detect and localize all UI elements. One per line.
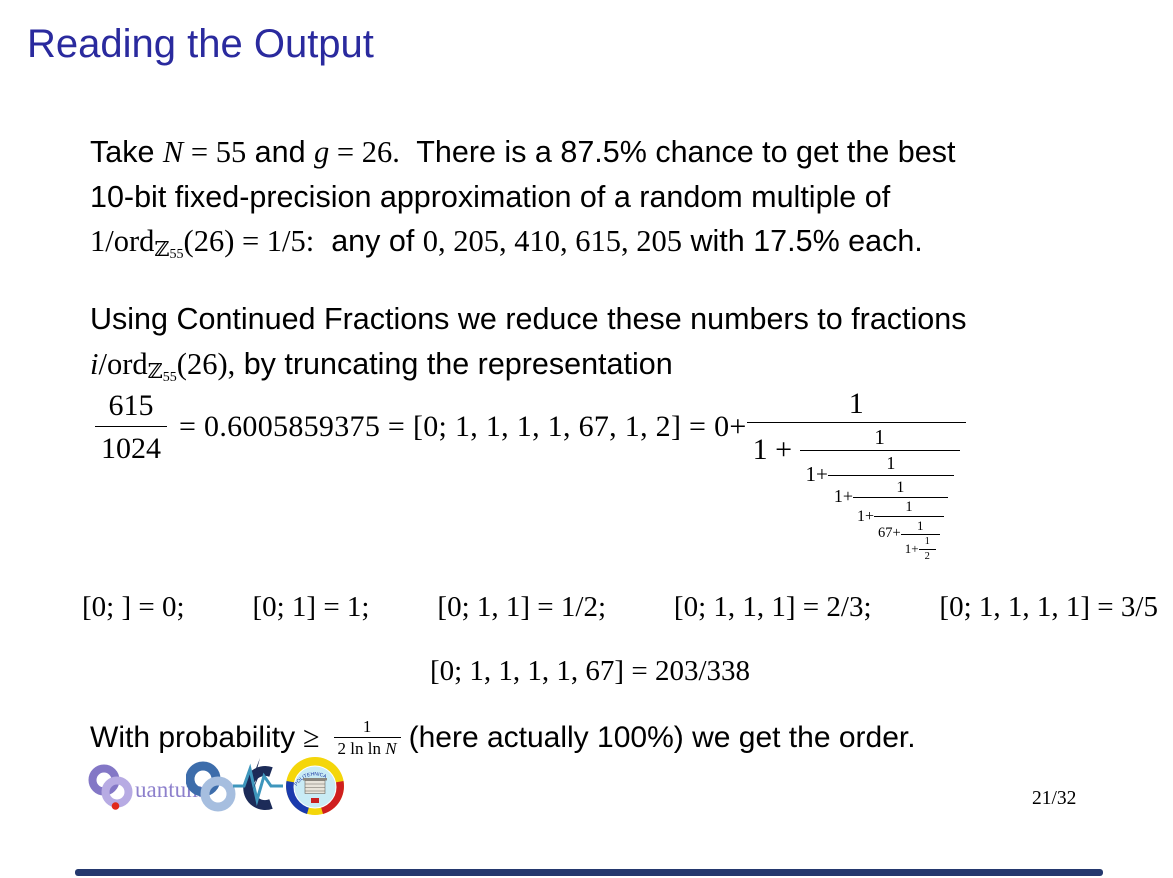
math-var-g: g [314,135,330,169]
paragraph-continued-fractions: Using Continued Fractions we reduce thes… [90,297,1110,392]
text-run: With probability [90,721,296,755]
cf-term: 1+ [857,507,875,525]
cf-term: 1+ [805,462,828,487]
math-run: 1/ord [90,224,155,258]
math-run: = 55 [183,135,247,169]
math-run: 2 ln ln [337,739,386,759]
display-equation: 615 1024 = 0.6005859375 = [0; 1, 1, 1, 1… [95,386,966,563]
cf-term: 1+ [833,485,854,506]
text-line: Take N = 55 and g = 26. There is a 87.5%… [90,130,1110,175]
convergent: [0; 1] = 1; [252,591,370,623]
politehnica-emblem-icon: POLITEHNICA [286,757,344,815]
cf-level-7: 1 2 [918,535,936,564]
fraction-denominator: 2 ln ln N [333,737,401,759]
signal-c-icon [233,758,283,810]
quantum-rings-icon [88,764,133,810]
cf-denominator: 1 + 1 1+ 1 1+ 1 1+ [746,422,966,563]
text-run: by truncating the representation [235,346,673,381]
math-run: = 26. [329,135,400,169]
cf-numerator: 1 [874,425,885,449]
convergents-line: [0; ] = 0; [0; 1] = 1; [0; 1, 1] = 1/2; … [82,591,1158,624]
text-run: There is a 87.5% chance to get the best [399,135,956,169]
geq-symbol: ≥ [303,721,320,755]
cf-numerator: 1 [848,387,864,420]
blue-rings-icon [185,761,236,812]
cf-numerator: 1 [886,453,896,474]
probability-line: With probability ≥ 1 2 ln ln N (here act… [90,717,916,760]
text-run: Take [90,135,163,169]
text-line: 1/ordℤ55(26) = 1/5: any of 0, 205, 410, … [90,219,1110,270]
fraction-615-1024: 615 1024 [95,388,167,467]
text-run: Using Continued Fractions we reduce thes… [90,302,967,336]
text-run: (here actually 100%) we get the order. [408,721,916,755]
text-run: 10-bit fixed-precision approximation of … [90,179,891,214]
equation-middle: = 0.6005859375 = [0; 1, 1, 1, 1, 67, 1, … [179,410,747,443]
cf-denominator: 2 [918,548,936,564]
text-run: any of [314,224,423,258]
cf-term: 67+ [878,525,901,542]
cf-term: 1+ [904,540,919,556]
convergent: [0; 1, 1, 1] = 2/3; [673,591,872,623]
cf-level-5: 1 67+ 1 1+ [874,499,944,563]
math-var-i: i [90,346,99,381]
cf-level-2: 1 1+ 1 1+ 1 1+ [799,425,960,563]
cf-denominator: 1+ 1 1+ 1 1+ 1 [799,450,960,563]
math-var-N: N [162,135,184,169]
math-run: 0, 205, 410, 615, 205 [422,224,683,258]
math-run: (26), [176,346,236,381]
cf-term: 1 + [752,433,800,466]
text-line: Using Continued Fractions we reduce thes… [90,297,1110,342]
text-run: and [246,135,315,169]
blackboard-Z: ℤ [147,359,163,384]
math-run: /ord [98,346,148,381]
text-line: i/ordℤ55(26), by truncating the represen… [90,342,1110,393]
blackboard-Z: ℤ [154,236,170,261]
blue-rings-logo [185,758,236,821]
cf-denominator: 1+ 1 2 [900,533,940,564]
convergent: [0; 1, 1, 1, 1, 67] = 203/338 [429,655,751,687]
quantum-rings-logo [88,760,136,821]
cf-numerator: 1 [896,478,905,496]
math-var-N: N [385,739,397,759]
convergent-centered: [0; 1, 1, 1, 1, 67] = 203/338 [90,655,1090,688]
math-run: (26) = 1/5: [183,224,315,258]
continued-fraction: 1 1 + 1 1+ 1 1+ 1 [746,386,966,563]
cf-numerator: 1 [917,518,924,534]
fraction-numerator: 615 [108,389,154,422]
politehnica-emblem-logo: POLITEHNICA [284,754,346,823]
subscript-55: 55 [169,246,184,263]
convergent: [0; 1, 1] = 1/2; [437,591,606,623]
slide-title: Reading the Output [27,22,374,66]
cf-level-4: 1 1+ 1 67+ 1 [853,478,948,563]
page-number: 21/32 [1032,788,1077,809]
cf-denominator: 1+ 1 1+ 1 67+ [827,474,954,563]
cf-numerator: 1 [924,535,930,547]
cf-level-3: 1 1+ 1 1+ 1 [827,453,954,563]
text-line: 10-bit fixed-precision approximation of … [90,175,1110,220]
cf-numerator: 1 [905,498,913,515]
text-run: with 17.5% each. [682,224,923,258]
convergent: [0; ] = 0; [82,591,185,623]
fraction-numerator: 1 [362,717,372,736]
horizontal-scrollbar-thumb[interactable] [75,869,1103,876]
cf-denominator: 1+ 1 67+ 1 [853,496,948,563]
signal-c-logo [231,756,285,823]
paragraph-setup: Take N = 55 and g = 26. There is a 87.5%… [90,130,1110,270]
fraction-denominator: 1024 [95,426,167,467]
probability-fraction: 1 2 ln ln N [333,717,401,760]
cf-denominator: 67+ 1 1+ 1 [874,516,944,563]
convergent: [0; 1, 1, 1, 1] = 3/5 [939,591,1158,623]
subscript-55: 55 [162,368,177,385]
cf-level-6: 1 1+ 1 2 [900,518,940,564]
